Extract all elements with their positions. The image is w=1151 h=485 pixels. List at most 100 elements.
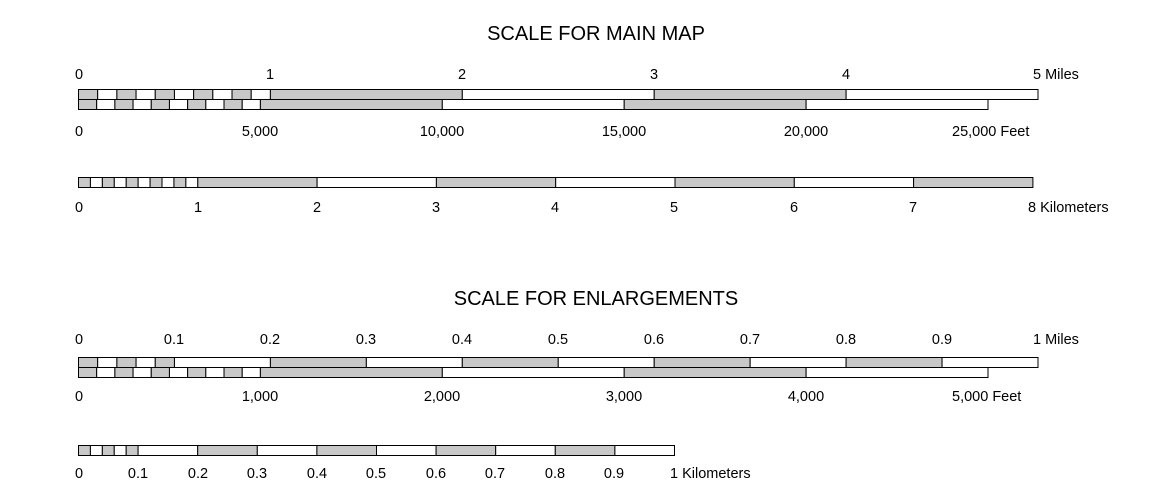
main-feet-cell-0 [78, 99, 98, 110]
main-km-cell-14 [674, 177, 795, 188]
main-miles-label-2: 2 [458, 67, 466, 83]
main-feet-cell-5 [168, 99, 189, 110]
main-miles-cell-7 [212, 89, 233, 100]
main-feet-cell-7 [205, 99, 225, 110]
main-km-cell-7 [161, 177, 175, 188]
enl-miles-cell-13 [941, 357, 1039, 368]
main-km-label-4: 4 [551, 200, 559, 216]
enl-feet-cell-8 [223, 367, 243, 378]
main-km-cell-0 [78, 177, 91, 188]
main-miles-label-0: 0 [75, 67, 83, 83]
enl-miles-cell-0 [78, 357, 99, 368]
enl-miles-cell-12 [845, 357, 943, 368]
enl-km-cell-12 [554, 445, 616, 456]
main-km-cell-1 [89, 177, 103, 188]
enlargements-miles-bar [78, 357, 1039, 368]
main-km-cell-5 [137, 177, 151, 188]
main-feet-label-2: 10,000 [420, 124, 464, 140]
enl-miles-label-1: 0.1 [164, 332, 184, 348]
enl-feet-cell-5 [168, 367, 189, 378]
main-feet-label-0: 0 [75, 124, 83, 140]
enl-km-cell-10 [435, 445, 497, 456]
main-miles-cell-2 [116, 89, 137, 100]
enl-km-cell-3 [113, 445, 127, 456]
main-km-label-3: 3 [432, 200, 440, 216]
main-map-feet-labels: 0 5,000 10,000 15,000 20,000 25,000 Feet [75, 124, 1029, 140]
enlargements-title: SCALE FOR ENLARGEMENTS [454, 288, 739, 310]
enl-miles-label-3: 0.3 [356, 332, 376, 348]
enl-miles-label-8: 0.8 [836, 332, 856, 348]
main-km-label-8: 8 Kilometers [1028, 200, 1109, 216]
enl-feet-cell-0 [78, 367, 98, 378]
enl-feet-label-1: 1,000 [242, 389, 278, 405]
enl-miles-label-10: 1 Miles [1033, 332, 1079, 348]
main-km-cell-11 [316, 177, 437, 188]
main-miles-cell-10 [269, 89, 463, 100]
enl-miles-label-6: 0.6 [644, 332, 664, 348]
enl-feet-cell-12 [623, 367, 807, 378]
main-km-label-0: 0 [75, 200, 83, 216]
enl-feet-labels: 0 1,000 2,000 3,000 4,000 5,000 Feet [75, 389, 1021, 405]
enl-miles-cell-7 [365, 357, 463, 368]
main-km-label-7: 7 [909, 200, 917, 216]
enl-feet-label-2: 2,000 [424, 389, 460, 405]
enl-miles-cell-4 [154, 357, 175, 368]
main-km-label-6: 6 [790, 200, 798, 216]
main-km-cell-9 [185, 177, 199, 188]
main-miles-cell-4 [154, 89, 175, 100]
main-feet-label-1: 5,000 [242, 124, 278, 140]
main-miles-cell-12 [653, 89, 847, 100]
enl-km-labels: 0 0.1 0.2 0.3 0.4 0.5 0.6 0.7 0.8 0.9 1 … [75, 466, 751, 482]
enl-miles-cell-2 [116, 357, 137, 368]
enl-km-label-3: 0.3 [247, 466, 267, 482]
main-map-km-labels: 0 1 2 3 4 5 6 7 8 Kilometers [75, 200, 1109, 216]
enl-miles-cell-1 [97, 357, 118, 368]
enl-miles-cell-8 [461, 357, 559, 368]
enl-km-cell-11 [495, 445, 556, 456]
main-map-feet-bar [78, 99, 989, 110]
enl-km-cell-6 [197, 445, 258, 456]
enl-km-label-4: 0.4 [307, 466, 327, 482]
main-miles-cell-13 [845, 89, 1039, 100]
main-km-label-5: 5 [670, 200, 678, 216]
enl-feet-cell-3 [132, 367, 152, 378]
enl-miles-label-7: 0.7 [740, 332, 760, 348]
enlargements-kilometers-bar [78, 445, 676, 456]
enl-feet-cell-2 [114, 367, 134, 378]
enl-feet-cell-6 [187, 367, 207, 378]
main-map-miles-bar [78, 89, 1039, 100]
enl-feet-cell-13 [805, 367, 989, 378]
main-km-cell-10 [197, 177, 318, 188]
enl-km-label-10: 1 Kilometers [670, 466, 751, 482]
main-feet-cell-9 [241, 99, 261, 110]
enl-km-label-9: 0.9 [604, 466, 624, 482]
enl-km-label-8: 0.8 [545, 466, 565, 482]
main-map-kilometers-bar [78, 177, 1034, 188]
enl-km-cell-2 [101, 445, 115, 456]
main-feet-cell-4 [150, 99, 170, 110]
main-feet-cell-13 [805, 99, 989, 110]
main-km-label-1: 1 [194, 200, 202, 216]
enl-km-cell-4 [125, 445, 139, 456]
main-miles-cell-0 [78, 89, 99, 100]
main-miles-cell-8 [231, 89, 252, 100]
enl-miles-label-5: 0.5 [548, 332, 568, 348]
enl-feet-cell-7 [205, 367, 225, 378]
main-miles-label-1: 1 [266, 67, 274, 83]
enl-miles-cell-6 [269, 357, 367, 368]
enl-miles-cell-3 [135, 357, 156, 368]
enl-feet-cell-4 [150, 367, 170, 378]
enl-miles-label-9: 0.9 [932, 332, 952, 348]
enl-miles-cell-5 [173, 357, 271, 368]
enl-miles-labels: 0 0.1 0.2 0.3 0.4 0.5 0.6 0.7 0.8 0.9 1 … [75, 332, 1079, 348]
main-feet-cell-1 [96, 99, 116, 110]
main-km-cell-6 [149, 177, 163, 188]
main-feet-cell-2 [114, 99, 134, 110]
enl-km-cell-7 [256, 445, 318, 456]
main-feet-label-4: 20,000 [784, 124, 828, 140]
enl-km-label-7: 0.7 [485, 466, 505, 482]
enl-feet-cell-10 [259, 367, 443, 378]
enl-km-label-0: 0 [75, 466, 83, 482]
main-feet-cell-8 [223, 99, 243, 110]
